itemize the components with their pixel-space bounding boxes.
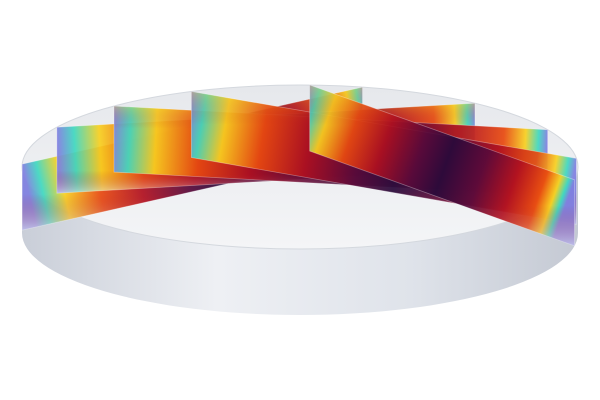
cylinder-side [22,167,578,315]
slice-plane [309,84,575,247]
slice-planes [21,84,577,247]
